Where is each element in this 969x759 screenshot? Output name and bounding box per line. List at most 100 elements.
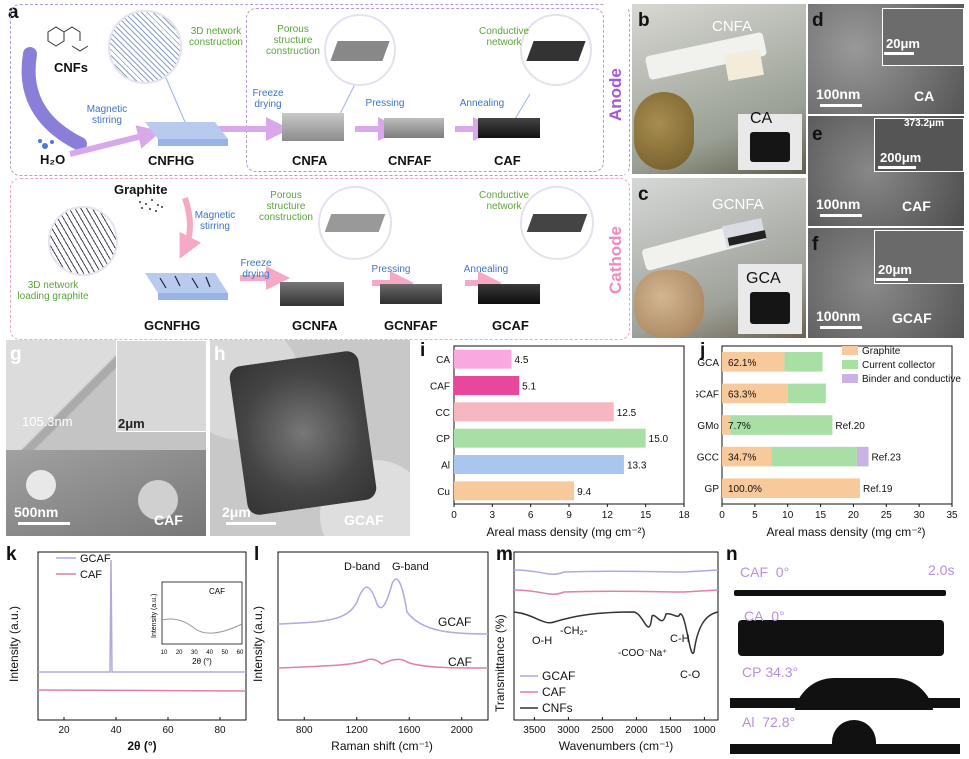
m-xlabel: Wavenumbers (cm⁻¹) [559, 739, 674, 753]
value-label: 9.4 [577, 487, 591, 498]
value-label: 13.3 [627, 461, 647, 472]
bar-GMo-1 [730, 415, 833, 435]
gcnfhg-label: GCNFHG [144, 318, 201, 333]
x-tick-label: 2500 [591, 725, 614, 736]
g-inset-scale: 2μm [118, 416, 145, 431]
e-thickness: 373.2μm [904, 118, 945, 129]
g-scale: 500nm [14, 504, 59, 520]
f-scale: 100nm [816, 308, 861, 324]
x-tick-label: 9 [566, 510, 572, 521]
x-tick-label: 1200 [346, 725, 369, 736]
x-tick-label: 10 [782, 510, 794, 521]
cathode-pressing-label: Pressing [371, 264, 411, 275]
anode-inner-box [246, 8, 604, 172]
n-caf-sample: CAF [740, 564, 768, 580]
panel-letter-h: h [214, 344, 226, 365]
k-legend-caf: CAF [80, 569, 102, 581]
chart-i-xlabel: Areal mass density (mg cm⁻²) [486, 525, 645, 539]
n-cp-angle: 34.3° [765, 664, 799, 680]
m-ch2: -CH₂- [560, 625, 588, 637]
category-label: CA [436, 355, 450, 366]
l-gband: G-band [392, 561, 429, 573]
network-construction-label: 3D network construction [189, 26, 243, 48]
cathode-magnetic-label: Magnetic stirring [194, 210, 236, 232]
x-tick-label: 3500 [523, 725, 546, 736]
gcaf-block [478, 284, 540, 304]
x-tick-label: 800 [296, 725, 313, 736]
caf-xrd-line [37, 689, 247, 692]
x-tick-label: 18 [678, 510, 690, 521]
x-tick-label: 15 [640, 510, 652, 521]
panel-letter-m: m [496, 544, 513, 565]
x-tick-label: 30 [914, 510, 926, 521]
bar-GCC-1 [771, 446, 857, 467]
panel-d-sem [808, 4, 964, 114]
h-label: GCAF [344, 512, 384, 528]
x-tick-label: 3 [490, 510, 496, 521]
category-label: Al [441, 461, 450, 472]
chart-l: D-band G-band GCAF CAF 800 1200 1600 2000 I… [252, 551, 489, 753]
gcaf-label: GCAF [492, 318, 529, 333]
e-label: CAF [902, 198, 931, 214]
panel-letter-d: d [812, 10, 824, 31]
n-caf-angle: 0° [775, 564, 790, 580]
n-row-cp: CP 34.3° [728, 662, 962, 718]
m-ylabel: Transmittance (%) [494, 614, 507, 712]
panel-f-sem [808, 228, 964, 338]
chart-i-frame [453, 345, 685, 505]
bar-GCAF-1 [787, 383, 826, 404]
gcnfaf-block [380, 284, 442, 304]
k-ylabel: Intensity (a.u.) [7, 606, 21, 682]
panel-letter-b: b [638, 10, 650, 31]
legend-swatch [842, 360, 858, 369]
x-tick-label: 1500 [659, 725, 682, 736]
ca-inset-label: CA [750, 110, 773, 127]
panel-letter-i: i [420, 340, 426, 361]
chart-j: GCA 62.1% GCAF 63.3% GMo 7.7% Ref.20 GCC 34.7% Re… [696, 345, 964, 539]
cathode-conductive-circle [520, 186, 594, 260]
bar-CP [454, 428, 646, 448]
chart-i: CA 4.5 CAF 5.1 CC 12.5 CP 15.0 Al 13.3 Cu 9.4 0 3 6 9 1… [430, 345, 690, 539]
panel-letter-n: n [726, 544, 738, 565]
percent-label: 34.7% [728, 453, 756, 464]
x-tick-label: 1000 [693, 725, 716, 736]
pressing-label: Pressing [365, 98, 405, 109]
ref-label: Ref.23 [872, 453, 902, 464]
panel-g-tem [6, 340, 206, 536]
cnfhg-label: CNFHG [148, 153, 195, 168]
category-label: GCA [697, 358, 719, 369]
category-label: Cu [437, 487, 450, 498]
panel-letter-g: g [10, 344, 22, 365]
panel-c-photo [632, 178, 806, 338]
h-scale: 2μm [222, 504, 251, 520]
x-tick-label: 60 [162, 725, 174, 736]
n-al-angle: 72.8° [762, 714, 796, 730]
inset-tick-label: 20 [176, 650, 183, 656]
cathode-porous-circle [318, 186, 392, 260]
gcnfa-photo-label: GCNFA [712, 196, 764, 213]
panel-n: CAF 0° 2.0s CA 0° CP 34.3° Al 72.8° [726, 560, 964, 756]
m-ch: C-H [670, 633, 690, 645]
graphite-network-circle [48, 206, 118, 276]
d-inset-scale: 20μm [886, 36, 920, 51]
cnfa-block [282, 113, 344, 141]
l-ylabel: Intensity (a.u.) [252, 606, 265, 682]
conductive-zoom-circle [520, 14, 592, 86]
cnfs-ftir-line [513, 611, 719, 655]
k-xlabel: 2θ (°) [127, 739, 156, 753]
bar-Al [454, 455, 624, 474]
bar-GMo-0 [722, 415, 731, 435]
h2o-label: H₂O [40, 152, 66, 167]
x-tick-label: 3000 [557, 725, 580, 736]
category-label: GCC [697, 453, 719, 464]
n-cp-sample: CP [742, 664, 762, 680]
n-ca-sample: CA [744, 608, 764, 624]
panel-letter-j: j [700, 340, 706, 361]
inset-tick-label: 50 [221, 650, 228, 656]
cathode-box [10, 178, 630, 340]
cnfaf-label: CNFAF [388, 153, 432, 168]
annealing-label: Annealing [459, 98, 505, 109]
legend-label: Graphite [862, 346, 901, 357]
x-tick-label: 80 [214, 725, 226, 736]
caf-raman-line [277, 658, 489, 669]
